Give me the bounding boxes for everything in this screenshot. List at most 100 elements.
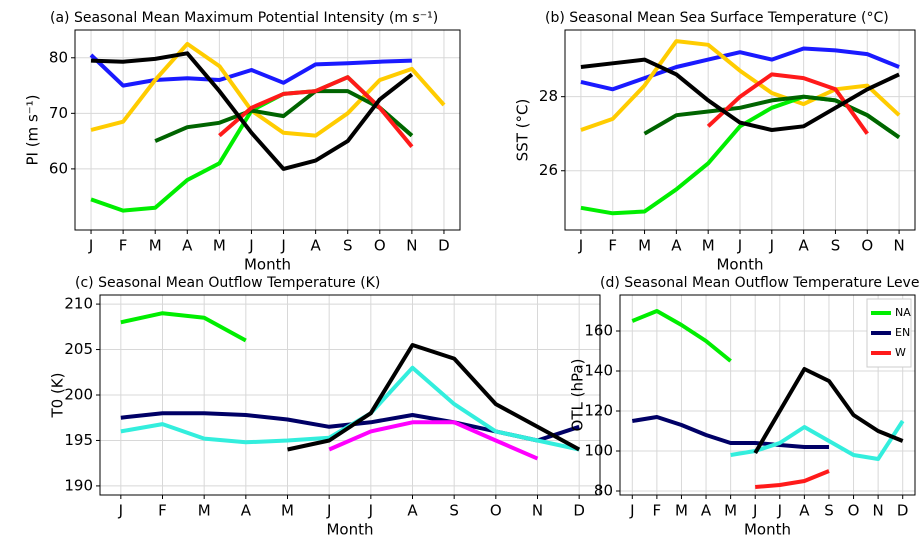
x-axis-label: Month [244,256,291,274]
x-tick-label: M [149,237,162,255]
series-line [89,53,412,88]
x-tick-label: A [241,502,252,520]
series-line [753,367,904,455]
y-tick-label: 60 [49,159,68,177]
x-tick-label: F [119,237,128,255]
series-line [631,415,829,449]
series-line [580,46,900,92]
y-tick-label: 80 [594,482,613,500]
series-line [218,75,414,148]
x-tick-label: S [831,237,841,255]
x-axis-label: Month [716,256,763,274]
x-tick-label: N [532,502,543,520]
legend-label: NA [895,306,911,319]
series-line [120,311,247,343]
series-line [631,309,732,363]
x-tick-label: F [158,502,167,520]
chart-title: (d) Seasonal Mean Outflow Temperature Le… [600,275,919,291]
y-tick-label: 140 [584,362,613,380]
x-tick-label: J [368,502,373,520]
x-tick-label: O [490,502,502,520]
y-axis-label: T0 (K) [49,372,67,418]
y-axis-label: OTL (hPa) [569,359,587,432]
chart-title: (a) Seasonal Mean Maximum Potential Inte… [50,10,438,26]
x-tick-label: N [406,237,417,255]
y-tick-label: 28 [539,87,558,105]
series-line [154,89,414,143]
y-tick-label: 100 [584,442,613,460]
y-tick-label: 210 [64,295,93,313]
x-tick-label: S [343,237,353,255]
series-line [90,41,446,138]
x-tick-label: M [675,502,688,520]
y-tick-label: 70 [49,104,68,122]
x-tick-label: J [118,502,123,520]
x-tick-label: J [752,502,757,520]
x-tick-label: M [213,237,226,255]
x-axis-label: Month [744,521,791,539]
series-line [643,94,901,140]
plot-frame [99,294,601,496]
x-tick-label: O [861,237,873,255]
x-tick-label: D [438,237,450,255]
x-tick-label: M [724,502,737,520]
x-tick-label: D [573,502,585,520]
x-tick-label: S [824,502,834,520]
chart-title: (c) Seasonal Mean Outflow Temperature (K… [75,275,380,291]
y-tick-label: 120 [584,402,613,420]
x-tick-label: A [799,237,810,255]
series-line [580,57,900,132]
x-tick-label: J [326,502,331,520]
x-tick-label: A [310,237,321,255]
y-tick-label: 190 [64,476,93,494]
x-tick-label: J [777,502,782,520]
y-tick-label: 80 [49,48,68,66]
plot-frame [564,29,916,231]
series-line [755,469,830,489]
x-tick-label: N [893,237,904,255]
x-tick-label: M [281,502,294,520]
x-tick-label: M [198,502,211,520]
y-tick-label: 26 [539,161,558,179]
plot-frame [74,29,461,231]
y-tick-label: 205 [64,340,93,358]
x-tick-label: J [737,237,742,255]
x-tick-label: A [701,502,712,520]
x-tick-label: A [799,502,810,520]
chart-title: (b) Seasonal Mean Sea Surface Temperatur… [545,10,889,26]
x-tick-label: O [848,502,860,520]
x-axis-label: Month [326,521,373,539]
x-tick-label: A [182,237,193,255]
x-tick-label: A [671,237,682,255]
x-tick-label: F [608,237,617,255]
series-line [706,72,869,135]
x-tick-label: D [897,502,909,520]
x-tick-label: N [873,502,884,520]
y-tick-label: 200 [64,386,93,404]
y-axis-label: SST (°C) [514,99,532,162]
x-tick-label: J [248,237,253,255]
y-tick-label: 160 [584,322,613,340]
x-tick-label: J [280,237,285,255]
x-tick-label: S [449,502,459,520]
x-tick-label: J [769,237,774,255]
x-tick-label: J [578,237,583,255]
x-tick-label: M [638,237,651,255]
x-tick-label: A [407,502,418,520]
x-tick-label: J [629,502,634,520]
series-line [287,343,581,452]
legend-label: W [895,346,906,359]
plot-frame [619,294,916,496]
y-axis-label: PI (m s⁻¹) [24,94,42,165]
x-tick-label: O [374,237,386,255]
y-tick-label: 195 [64,431,93,449]
legend-label: EN [895,326,910,339]
series-line [120,365,580,452]
x-tick-label: F [653,502,662,520]
x-tick-label: J [88,237,93,255]
series-line [328,420,539,461]
series-line [90,51,414,171]
x-tick-label: M [702,237,715,255]
